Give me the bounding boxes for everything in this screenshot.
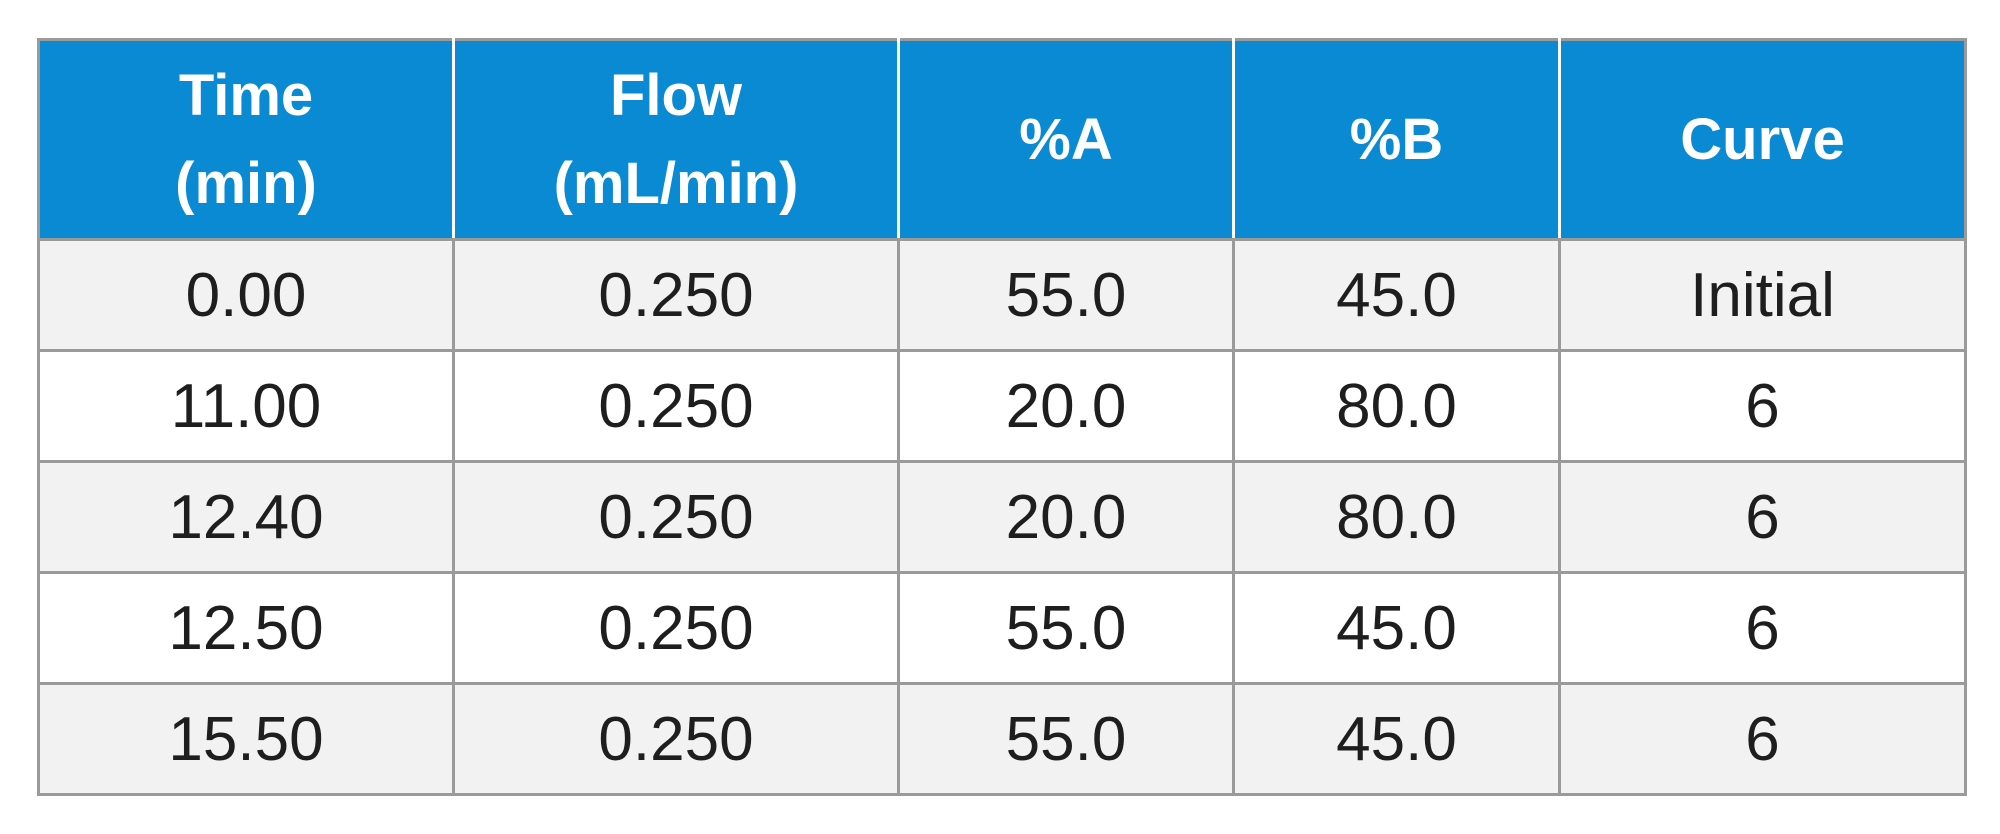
table-row: 11.00 0.250 20.0 80.0 6	[37, 349, 1967, 463]
table-body: 0.00 0.250 55.0 45.0 Initial 11.00 0.250…	[37, 238, 1967, 796]
cell-curve: 6	[1558, 460, 1967, 574]
table-row: 0.00 0.250 55.0 45.0 Initial	[37, 238, 1967, 352]
header-flow-label: Flow	[609, 62, 743, 128]
header-time: Time (min)	[37, 38, 455, 241]
cell-percent-b: 45.0	[1232, 571, 1561, 685]
cell-percent-a: 55.0	[897, 682, 1235, 796]
table-row: 15.50 0.250 55.0 45.0 6	[37, 682, 1967, 796]
cell-flow: 0.250	[452, 349, 900, 463]
table-row: 12.50 0.250 55.0 45.0 6	[37, 571, 1967, 685]
cell-flow: 0.250	[452, 238, 900, 352]
cell-percent-b: 80.0	[1232, 460, 1561, 574]
cell-time: 11.00	[37, 349, 455, 463]
cell-flow: 0.250	[452, 571, 900, 685]
header-percent-b: %B	[1232, 38, 1561, 241]
cell-time: 0.00	[37, 238, 455, 352]
cell-curve: 6	[1558, 349, 1967, 463]
cell-percent-a: 55.0	[897, 571, 1235, 685]
cell-percent-b: 45.0	[1232, 238, 1561, 352]
header-time-unit: (min)	[175, 150, 317, 216]
cell-percent-a: 20.0	[897, 460, 1235, 574]
header-percent-b-label: %B	[1349, 106, 1444, 172]
header-time-label: Time	[178, 62, 314, 128]
cell-time: 12.50	[37, 571, 455, 685]
cell-curve: 6	[1558, 682, 1967, 796]
header-flow-unit: (mL/min)	[553, 150, 799, 216]
cell-flow: 0.250	[452, 460, 900, 574]
table-header: Time (min) Flow (mL/min) %A %B Curve	[37, 38, 1967, 241]
table-row: 12.40 0.250 20.0 80.0 6	[37, 460, 1967, 574]
cell-curve: 6	[1558, 571, 1967, 685]
cell-percent-b: 80.0	[1232, 349, 1561, 463]
header-percent-a-label: %A	[1019, 106, 1113, 172]
gradient-table: Time (min) Flow (mL/min) %A %B Curve 0.0…	[37, 38, 1967, 796]
cell-percent-a: 55.0	[897, 238, 1235, 352]
header-curve-label: Curve	[1680, 106, 1845, 172]
header-row: Time (min) Flow (mL/min) %A %B Curve	[37, 38, 1967, 241]
cell-percent-b: 45.0	[1232, 682, 1561, 796]
header-percent-a: %A	[897, 38, 1235, 241]
header-flow: Flow (mL/min)	[452, 38, 900, 241]
cell-time: 15.50	[37, 682, 455, 796]
cell-curve: Initial	[1558, 238, 1967, 352]
cell-time: 12.40	[37, 460, 455, 574]
cell-percent-a: 20.0	[897, 349, 1235, 463]
cell-flow: 0.250	[452, 682, 900, 796]
header-curve: Curve	[1558, 38, 1967, 241]
